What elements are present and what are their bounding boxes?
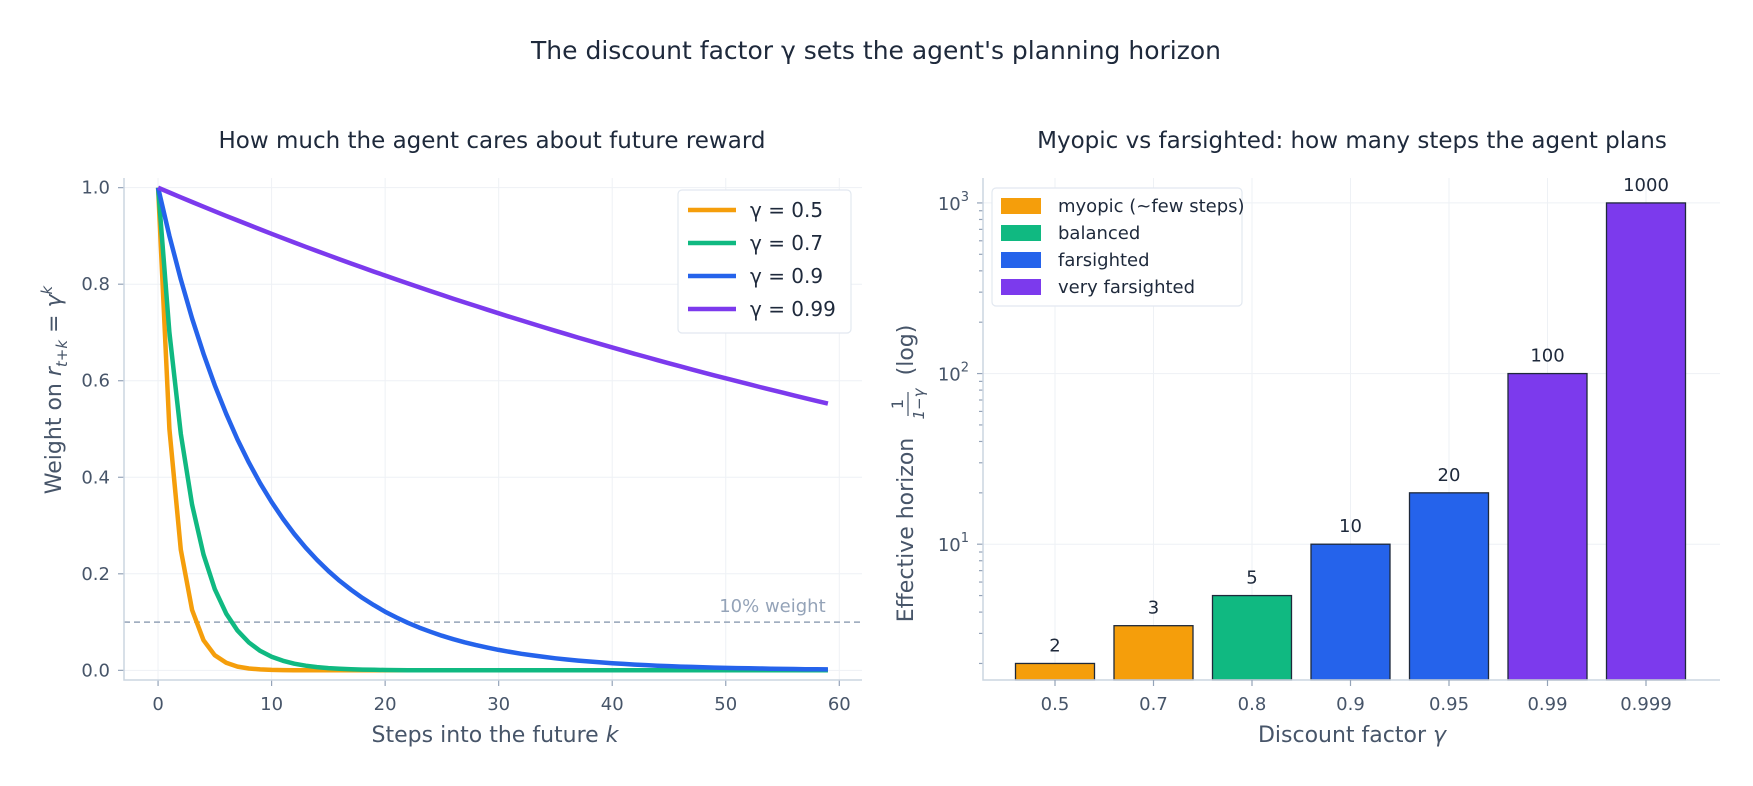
right-x-tick-label: 0.8 (1238, 694, 1267, 715)
left-x-tick-label: 20 (374, 694, 397, 715)
svg-text:(log): (log) (894, 325, 919, 376)
right-bars: 2 3 5 10 20 100 1000 (1014, 175, 1687, 681)
bar-gamma-0.8 (1211, 594, 1293, 681)
legend-label: γ = 0.5 (750, 198, 823, 222)
left-legend-box (677, 189, 852, 334)
bar-value-label: 2 (1049, 635, 1060, 656)
bar-value-label: 5 (1246, 568, 1257, 589)
legend-label: γ = 0.9 (750, 264, 823, 288)
right-x-tick-label: 0.5 (1041, 694, 1070, 715)
bar-gamma-0.5 (1014, 662, 1096, 681)
left-x-tick-label: 30 (487, 694, 510, 715)
right-chart-title: Myopic vs farsighted: how many steps the… (1037, 128, 1667, 154)
legend-swatch (1001, 252, 1041, 268)
right-spines (982, 178, 1720, 681)
right-x-tick-label: 0.9 (1336, 694, 1365, 715)
series-line-gamma-0.7 (155, 187, 828, 673)
right-legend: myopic (~few steps) balanced farsighted ver… (991, 187, 1245, 307)
left-series-lines (155, 185, 829, 673)
legend-label: farsighted (1058, 250, 1150, 271)
left-spines (123, 178, 862, 681)
right-y-tick-label: 103 (938, 190, 969, 215)
left-y-tick-label: 0.4 (81, 467, 110, 488)
horizon-bar-chart: Myopic vs farsighted: how many steps the… (888, 128, 1720, 748)
bar-value-label: 20 (1438, 465, 1461, 486)
right-x-axis-label: Discount factor γ (1258, 723, 1447, 748)
reference-line-group: 10% weight (124, 596, 862, 623)
left-legend: γ = 0.5 γ = 0.7 γ = 0.9 γ = 0.99 (677, 189, 852, 334)
series-line-gamma-0.9 (155, 187, 828, 672)
bar-gamma-0.9 (1310, 543, 1391, 681)
svg-text:1: 1 (888, 399, 907, 409)
left-x-tick-label: 60 (828, 694, 851, 715)
bar-gamma-0.999 (1605, 202, 1687, 681)
bar-gamma-0.95 (1408, 492, 1490, 681)
left-y-tick-label: 0.8 (81, 274, 110, 295)
left-x-axis-label: Steps into the future k (372, 723, 620, 748)
left-y-tick-label: 0.2 (81, 564, 110, 585)
legend-swatch (1001, 198, 1041, 214)
left-x-tick-label: 40 (601, 694, 624, 715)
right-x-tick-label: 0.99 (1527, 694, 1567, 715)
bar-value-label: 100 (1530, 346, 1564, 367)
legend-label: very farsighted (1058, 277, 1195, 298)
bar-value-label: 10 (1339, 516, 1362, 537)
right-x-tick-label: 0.95 (1429, 694, 1469, 715)
legend-swatch (1001, 279, 1041, 295)
bar-value-label: 3 (1148, 598, 1159, 619)
legend-label: myopic (~few steps) (1058, 196, 1245, 217)
svg-text:1−γ: 1−γ (910, 387, 928, 419)
right-y-tick-label: 101 (938, 531, 969, 556)
legend-swatch (1001, 225, 1041, 241)
reference-line-label: 10% weight (719, 596, 825, 617)
svg-text:Effective horizon: Effective horizon (894, 438, 919, 623)
right-x-tick-label: 0.999 (1620, 694, 1672, 715)
left-chart-title: How much the agent cares about future re… (219, 128, 766, 154)
left-axes: 0 10 20 30 40 50 60 0.0 0.2 0.4 0.6 0.8 1.0 (81, 178, 862, 715)
bar-value-label: 1000 (1623, 175, 1669, 196)
bar-gamma-0.99 (1507, 372, 1588, 681)
legend-label: γ = 0.99 (750, 297, 836, 321)
left-y-tick-label: 0.0 (81, 660, 110, 681)
series-line-gamma-0.99 (157, 185, 829, 406)
left-x-tick-label: 0 (152, 694, 163, 715)
left-x-tick-label: 10 (260, 694, 283, 715)
right-legend-box (991, 187, 1243, 307)
right-y-tick-label: 102 (938, 361, 969, 386)
left-y-tick-label: 1.0 (81, 178, 110, 199)
right-x-tick-label: 0.7 (1139, 694, 1168, 715)
legend-label: γ = 0.7 (750, 231, 823, 255)
bar-gamma-0.7 (1113, 625, 1194, 681)
left-y-axis-label: Weight on rt+k = γk (38, 285, 71, 495)
figure-title: The discount factor γ sets the agent's p… (530, 36, 1221, 65)
decay-line-chart: How much the agent cares about future re… (38, 128, 862, 748)
right-y-axis-label: Effective horizon 1 1−γ (log) (888, 325, 928, 623)
left-x-tick-label: 50 (714, 694, 737, 715)
left-y-tick-label: 0.6 (81, 371, 110, 392)
legend-label: balanced (1058, 223, 1140, 244)
